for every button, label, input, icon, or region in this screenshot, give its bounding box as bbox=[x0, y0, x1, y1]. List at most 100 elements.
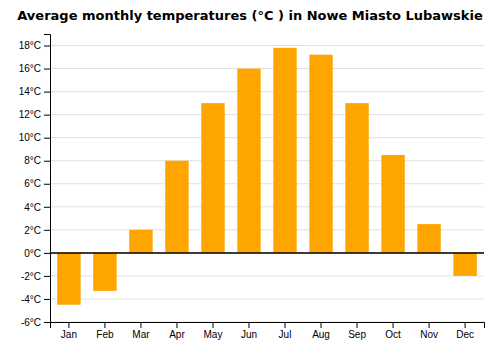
bar bbox=[93, 253, 116, 291]
tick-label: 14°C bbox=[19, 86, 41, 97]
tick-label: Feb bbox=[96, 329, 114, 340]
bar bbox=[165, 161, 188, 253]
tick-mark bbox=[44, 115, 50, 116]
tick-mark bbox=[465, 322, 466, 328]
tick-label: 8°C bbox=[24, 155, 41, 166]
tick-mark bbox=[248, 322, 249, 328]
tick-mark bbox=[393, 322, 394, 328]
tick-label: Aug bbox=[312, 329, 330, 340]
tick-label: 0°C bbox=[24, 248, 41, 259]
y-tick: -4°C bbox=[21, 294, 50, 305]
tick-label: May bbox=[204, 329, 223, 340]
tick-label: Jan bbox=[61, 329, 77, 340]
tick-label: 6°C bbox=[24, 178, 41, 189]
tick-mark bbox=[321, 322, 322, 328]
x-tick: Jul bbox=[279, 322, 292, 340]
grid-line bbox=[50, 206, 484, 207]
y-tick: 12°C bbox=[19, 109, 50, 120]
tick-mark bbox=[44, 92, 50, 93]
tick-mark bbox=[44, 46, 50, 47]
y-tick: 8°C bbox=[24, 155, 50, 166]
y-tick: -2°C bbox=[21, 271, 50, 282]
tick-label: 4°C bbox=[24, 202, 41, 213]
bar bbox=[453, 253, 476, 276]
tick-mark bbox=[44, 69, 50, 70]
x-tick: Oct bbox=[385, 322, 401, 340]
tick-mark bbox=[212, 322, 213, 328]
y-tick: 6°C bbox=[24, 178, 50, 189]
tick-mark bbox=[140, 322, 141, 328]
y-tick: 10°C bbox=[19, 132, 50, 143]
bar bbox=[273, 48, 296, 253]
tick-mark bbox=[44, 161, 50, 162]
bars bbox=[50, 48, 484, 305]
bar bbox=[381, 155, 404, 253]
tick-mark bbox=[44, 276, 50, 277]
tick-label: Jul bbox=[279, 329, 292, 340]
bar bbox=[345, 103, 368, 253]
grid-line bbox=[50, 252, 484, 253]
tick-label: 16°C bbox=[19, 63, 41, 74]
tick-label: 12°C bbox=[19, 109, 41, 120]
tick-mark bbox=[68, 322, 69, 328]
tick-mark bbox=[44, 138, 50, 139]
zero-line bbox=[50, 252, 484, 254]
x-tick: Mar bbox=[132, 322, 150, 340]
tick-label: 10°C bbox=[19, 132, 41, 143]
bar bbox=[417, 224, 440, 253]
tick-mark bbox=[44, 322, 50, 323]
tick-label: Nov bbox=[420, 329, 438, 340]
x-tick: Apr bbox=[169, 322, 185, 340]
grid bbox=[50, 46, 484, 322]
tick-mark bbox=[44, 207, 50, 208]
plot: -6°C -4°C -2°C 0°C 2°C 4°C 6°C 8°C 10°C 12°C 14°C 1… bbox=[19, 35, 485, 341]
x-tick: Aug bbox=[312, 322, 330, 340]
tick-mark bbox=[176, 322, 177, 328]
tick-label: Dec bbox=[456, 329, 474, 340]
bar bbox=[57, 253, 80, 305]
grid-line bbox=[50, 298, 484, 299]
x-tick: May bbox=[204, 322, 223, 340]
tick-label: Apr bbox=[169, 329, 185, 340]
x-tick: Jan bbox=[61, 322, 77, 340]
title: Average monthly temperatures (°C ) in No… bbox=[17, 8, 483, 23]
tick-label: Oct bbox=[385, 329, 401, 340]
chart: Average monthly temperatures (°C ) in No… bbox=[0, 0, 500, 350]
y-axis: -6°C -4°C -2°C 0°C 2°C 4°C 6°C 8°C 10°C 12°C 14°C 1… bbox=[19, 35, 51, 328]
y-tick: 16°C bbox=[19, 63, 50, 74]
x-tick: Jun bbox=[241, 322, 257, 340]
tick-label: 2°C bbox=[24, 225, 41, 236]
x-tick: Sep bbox=[348, 322, 366, 340]
x-axis: Jan Feb Mar Apr May Jun Jul Aug Sep Oct Nov Dec bbox=[51, 322, 485, 340]
grid-line bbox=[50, 114, 484, 115]
tick-label: Mar bbox=[132, 329, 150, 340]
y-tick: -6°C bbox=[21, 317, 50, 328]
x-tick: Feb bbox=[96, 322, 114, 340]
tick-mark bbox=[44, 184, 50, 185]
tick-label: -4°C bbox=[21, 294, 41, 305]
x-tick: Dec bbox=[456, 322, 474, 340]
tick-mark bbox=[44, 253, 50, 254]
grid-line bbox=[50, 68, 484, 69]
y-tick: 2°C bbox=[24, 225, 50, 236]
tick-mark bbox=[285, 322, 286, 328]
tick-mark bbox=[104, 322, 105, 328]
grid-line bbox=[50, 137, 484, 138]
bar bbox=[309, 55, 332, 253]
tick-label: Jun bbox=[241, 329, 257, 340]
y-tick: 14°C bbox=[19, 86, 50, 97]
grid-line bbox=[50, 45, 484, 46]
tick-label: Sep bbox=[348, 329, 366, 340]
bar bbox=[237, 69, 260, 253]
tick-label: 18°C bbox=[19, 40, 41, 51]
bar bbox=[129, 230, 152, 253]
bar bbox=[201, 103, 224, 253]
axis-line bbox=[44, 35, 51, 323]
tick-mark bbox=[357, 322, 358, 328]
tick-label: -6°C bbox=[21, 317, 41, 328]
x-tick: Nov bbox=[420, 322, 438, 340]
tick-mark bbox=[44, 299, 50, 300]
grid-line bbox=[50, 160, 484, 161]
y-tick: 4°C bbox=[24, 202, 50, 213]
axis-line bbox=[51, 323, 485, 329]
